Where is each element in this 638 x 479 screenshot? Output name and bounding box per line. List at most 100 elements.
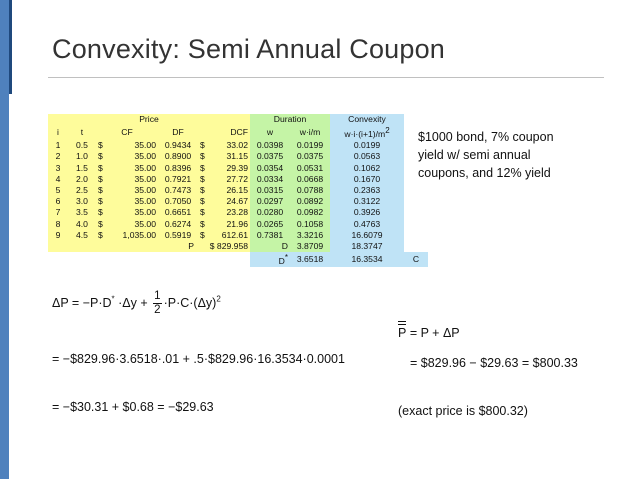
price-group-header: Price <box>48 114 250 126</box>
currency-sign: $ <box>200 140 205 151</box>
cell-df: 0.7473 <box>158 185 198 197</box>
col-header-cf: CF <box>96 125 158 141</box>
cell-wim: 3.3216 <box>290 229 330 242</box>
cell-conv: 0.4763 <box>330 218 404 230</box>
cell-dcf: $23.28 <box>198 207 250 219</box>
cell-i: 2 <box>48 151 68 163</box>
cell-cf-wrap: $1,035.00 <box>96 230 158 241</box>
cell-i: 4 <box>48 173 68 186</box>
cell-cf-wrap: $35.00 <box>96 151 158 162</box>
currency-sign: $ <box>98 218 103 229</box>
currency-sign: $ <box>98 229 103 240</box>
modified-duration-row: D* 3.6518 16.3534 C <box>48 252 428 268</box>
table-row: 3 1.5 $35.00 0.8396 $29.39 0.0354 0.0531 0.1062 <box>48 162 428 174</box>
new-price-calculation: = $829.96 − $29.63 = $800.33 <box>410 356 578 370</box>
currency-sign: $ <box>200 218 205 229</box>
cell-blank <box>404 196 428 207</box>
cell-wim: 0.0982 <box>290 207 330 219</box>
price-row-blank: P <box>48 241 198 253</box>
group-header-row: Price Duration Convexity <box>48 114 428 126</box>
cell-t: 2.0 <box>68 173 96 186</box>
currency-sign: $ <box>200 207 205 218</box>
cell-cf: $35.00 <box>96 173 158 186</box>
cell-blank <box>404 185 428 196</box>
cell-i: 5 <box>48 185 68 197</box>
cell-dcf: $33.02 <box>198 140 250 152</box>
cell-dcf-wrap: $33.02 <box>198 140 250 151</box>
convexity-raw-value: 18.3747 <box>330 241 404 253</box>
cell-t: 3.5 <box>68 207 96 219</box>
cell-cf-value: 35.00 <box>134 185 156 196</box>
col-header-wim: w·i/m <box>290 125 330 141</box>
cell-cf: $35.00 <box>96 185 158 197</box>
cell-wim: 0.0531 <box>290 162 330 174</box>
cell-cf-value: 35.00 <box>134 140 156 151</box>
col-header-t: t <box>68 125 96 141</box>
cell-dcf-wrap: $31.15 <box>198 151 250 162</box>
cell-wim: 0.0788 <box>290 185 330 197</box>
cell-blank <box>404 207 428 218</box>
cell-cf: $35.00 <box>96 151 158 163</box>
bond-description-note: $1000 bond, 7% coupon yield w/ semi annu… <box>418 128 608 182</box>
new-price-rest: = P + ΔP <box>406 326 460 340</box>
cell-cf-wrap: $35.00 <box>96 163 158 174</box>
cell-dcf-wrap: $26.15 <box>198 185 250 196</box>
cell-dcf: $26.15 <box>198 185 250 197</box>
cell-cf-value: 35.00 <box>134 207 156 218</box>
cell-df: 0.8900 <box>158 151 198 163</box>
currency-sign: $ <box>98 162 103 173</box>
formula-main-right-sup: 2 <box>216 294 221 304</box>
cell-df: 0.5919 <box>158 229 198 242</box>
modified-duration-letter: D <box>278 256 285 267</box>
currency-sign: $ <box>98 140 103 151</box>
cell-i: 7 <box>48 207 68 219</box>
currency-sign: $ <box>98 196 103 207</box>
price-label: P <box>188 241 194 252</box>
col-header-dcf: DCF <box>198 125 250 141</box>
note-line-2: yield w/ semi annual <box>418 148 531 162</box>
p-double-bar: P <box>398 321 407 340</box>
cell-wim: 0.1058 <box>290 218 330 230</box>
cell-cf-wrap: $35.00 <box>96 140 158 151</box>
cell-dcf: $612.61 <box>198 229 250 242</box>
cell-i: 3 <box>48 162 68 174</box>
col-header-conv-exp: 2 <box>385 126 390 136</box>
cell-dcf-value: 23.28 <box>226 207 248 218</box>
cell-dcf: $27.72 <box>198 173 250 186</box>
cell-t: 1.5 <box>68 162 96 174</box>
cell-w: 0.0354 <box>250 162 290 174</box>
column-header-row: i t CF DF DCF w w·i/m w·i·(i+1)/m2 <box>48 125 428 141</box>
cell-dcf-value: 24.67 <box>226 196 248 207</box>
currency-sign: $ <box>200 151 205 162</box>
cell-cf-wrap: $35.00 <box>96 185 158 196</box>
cell-w: 0.0334 <box>250 173 290 186</box>
cell-w: 0.0280 <box>250 207 290 219</box>
cell-i: 9 <box>48 229 68 242</box>
formula-main-right: ·P·C·(Δy) <box>163 295 217 310</box>
col-header-i: i <box>48 125 68 141</box>
price-row: P $ 829.958 D 3.8709 18.3747 <box>48 241 428 253</box>
cell-cf-value: 35.00 <box>134 196 156 207</box>
convexity-formula: ΔP = −P·D* ·Δy + 1 2 ·P·C·(Δy)2 <box>52 290 221 317</box>
cell-conv: 0.1062 <box>330 162 404 174</box>
currency-sign: $ <box>98 173 103 184</box>
cell-df: 0.6651 <box>158 207 198 219</box>
cell-blank <box>404 219 428 230</box>
cell-cf: $35.00 <box>96 207 158 219</box>
cell-cf-value: 35.00 <box>134 218 156 229</box>
cell-w: 0.0398 <box>250 140 290 152</box>
cell-df: 0.7050 <box>158 196 198 208</box>
cell-dcf-value: 21.96 <box>226 218 248 229</box>
table-row: 9 4.5 $1,035.00 0.5919 $612.61 0.7381 3.3216 16… <box>48 229 428 242</box>
duration-value: 3.8709 <box>290 241 330 253</box>
cell-wim: 0.0199 <box>290 140 330 152</box>
cell-df: 0.8396 <box>158 162 198 174</box>
convexity-group-header: Convexity <box>330 114 404 126</box>
cell-cf: $35.00 <box>96 196 158 208</box>
cell-wim: 0.0668 <box>290 173 330 186</box>
title-divider <box>48 77 604 78</box>
fraction-denominator: 2 <box>154 304 161 316</box>
cell-blank <box>404 230 428 241</box>
fraction-numerator: 1 <box>153 290 162 304</box>
